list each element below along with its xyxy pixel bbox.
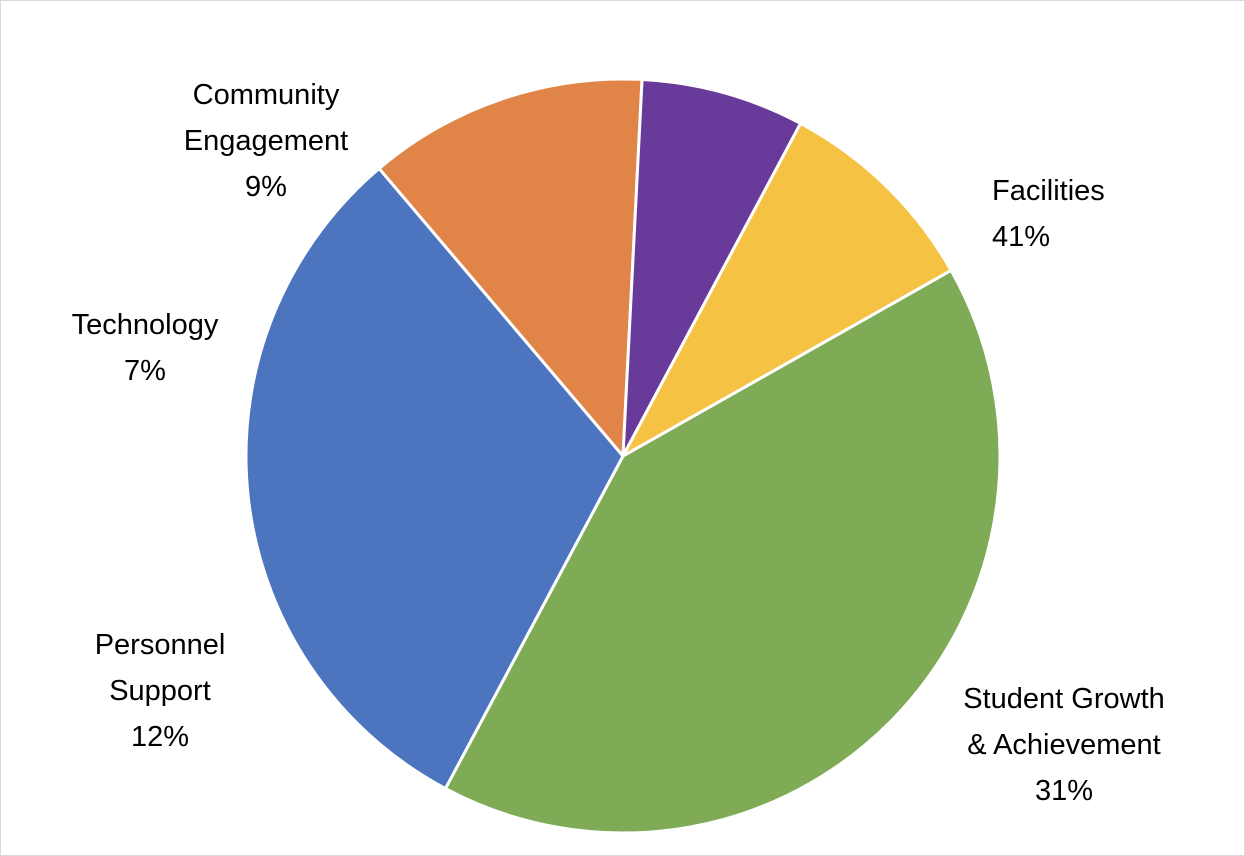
slice-label-facilities: Facilities 41% (992, 175, 1105, 253)
slice-name-line: Community (193, 79, 340, 111)
slice-percent: 41% (992, 221, 1050, 253)
slice-percent: 31% (1035, 775, 1093, 807)
pie-slice-technology (621, 77, 803, 458)
slice-percent: 12% (131, 721, 189, 753)
slice-name-line: Technology (72, 309, 219, 341)
slice-label-personnel-support: Personnel Support 12% (95, 629, 226, 753)
slice-name-line: Personnel (95, 629, 226, 661)
slice-percent: 7% (124, 355, 166, 387)
pie-slice-personnel-support (377, 77, 644, 458)
pie-slice-facilities (443, 268, 1002, 835)
slice-label-technology: Technology 7% (72, 309, 219, 387)
pie-labels: Facilities 41% Student Growth & Achievement… (72, 79, 1165, 807)
slice-name-line: Student Growth (963, 683, 1165, 715)
pie-slice-student-growth-and-achievement (244, 166, 625, 791)
slice-name-line: Engagement (184, 125, 348, 157)
pie-slices (244, 77, 1002, 835)
slice-name-line: Facilities (992, 175, 1105, 207)
slice-name-line: Support (109, 675, 211, 707)
pie-slice-community-engagement (621, 121, 953, 458)
slice-percent: 9% (245, 171, 287, 203)
slice-name-line: & Achievement (967, 729, 1160, 761)
slice-label-student-growth-and-achievement: Student Growth & Achievement 31% (963, 683, 1165, 807)
slice-label-community-engagement: Community Engagement 9% (184, 79, 348, 203)
